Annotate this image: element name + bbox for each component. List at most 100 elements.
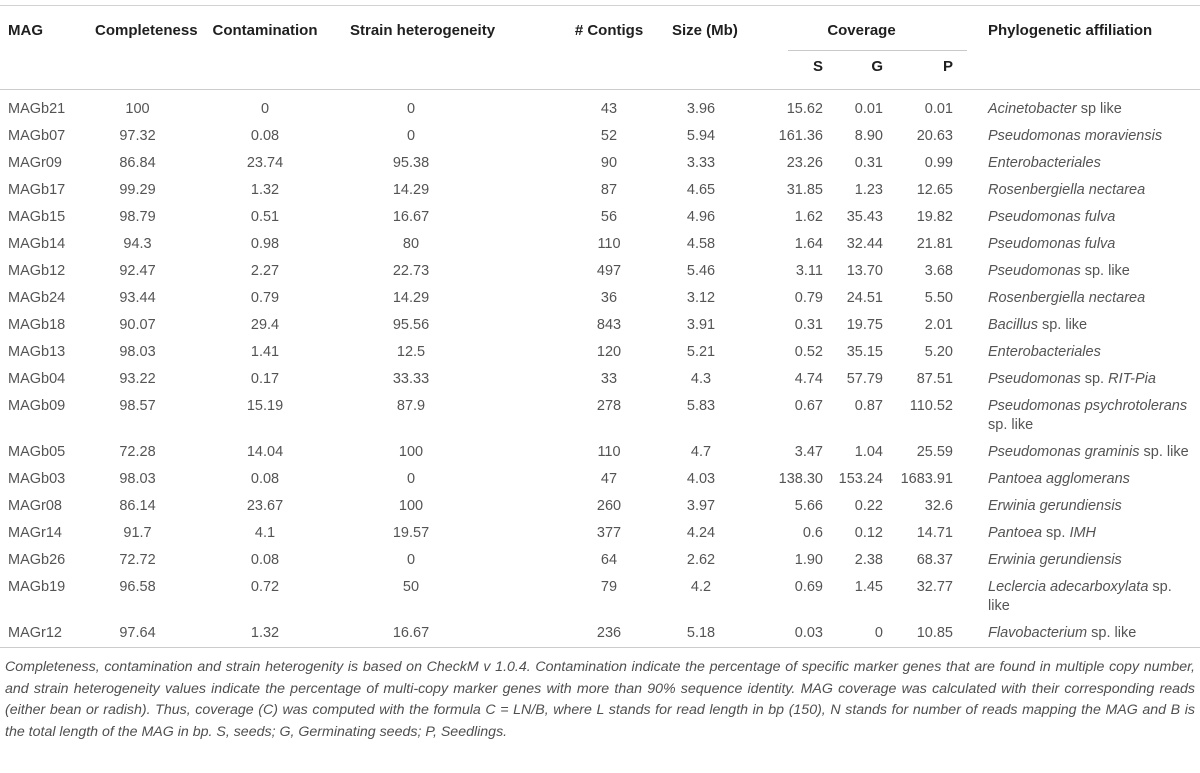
table-row: MAGb07 97.32 0.08 0 52 5.94 161.36 8.90 20.63 Pse…	[0, 123, 1200, 150]
column-header-strain-heterogeneity: Strain heterogeneity	[350, 22, 496, 39]
cell-coverage-p: 5.50	[924, 290, 953, 306]
cell-coverage-p: 5.20	[924, 344, 953, 360]
cell-contigs: 52	[600, 128, 618, 144]
cell-mag: MAGb09	[8, 398, 66, 414]
cell-spacer	[953, 547, 988, 574]
cell-contigs: 843	[596, 317, 622, 333]
cell-strain-heterogeneity: 33.33	[392, 371, 430, 387]
cell-coverage-s: 1.90	[794, 552, 823, 568]
cell-spacer	[953, 339, 988, 366]
table-row: MAGb18 90.07 29.4 95.56 843 3.91 0.31 19.75 2.01…	[0, 312, 1200, 339]
cell-spacer	[472, 339, 546, 366]
taxon-name-roman: sp. like	[1139, 444, 1189, 460]
cell-spacer	[472, 231, 546, 258]
cell-completeness: 99.29	[119, 182, 156, 198]
cell-coverage-s: 3.11	[795, 263, 823, 279]
cell-contigs: 90	[600, 155, 618, 171]
taxon-name-italic: Pseudomonas psychrotolerans	[988, 398, 1188, 414]
cell-spacer	[953, 285, 988, 312]
cell-spacer	[472, 123, 546, 150]
taxon-name-italic: Acinetobacter	[988, 101, 1077, 117]
taxon-name-roman: sp. like	[988, 417, 1034, 433]
cell-contamination: 0.72	[250, 579, 280, 595]
cell-contigs: 47	[600, 471, 618, 487]
cell-strain-heterogeneity: 0	[406, 471, 416, 487]
cell-coverage-g: 0.01	[854, 101, 883, 117]
column-header-contigs: # Contigs	[574, 22, 644, 39]
cell-size: 5.21	[686, 344, 716, 360]
header-spacer	[953, 6, 988, 56]
taxon-name-italic: Enterobacteriales	[988, 344, 1101, 360]
cell-mag: MAGb13	[8, 344, 66, 360]
cell-coverage-s: 15.62	[786, 101, 823, 117]
cell-coverage-p: 12.65	[916, 182, 953, 198]
cell-spacer	[953, 520, 988, 547]
table-row: MAGb03 98.03 0.08 0 47 4.03 138.30 153.24 1683.9…	[0, 466, 1200, 493]
cell-coverage-p: 1683.91	[900, 471, 953, 487]
cell-contamination: 1.32	[250, 625, 280, 641]
cell-completeness: 93.44	[119, 290, 156, 306]
cell-mag: MAGb21	[8, 101, 66, 117]
cell-completeness: 90.07	[119, 317, 156, 333]
cell-spacer	[472, 547, 546, 574]
cell-contamination: 0.79	[250, 290, 280, 306]
cell-phylogenetic-affiliation: Acinetobacter sp like	[988, 90, 1200, 124]
cell-mag: MAGr14	[8, 525, 62, 541]
cell-spacer	[472, 258, 546, 285]
cell-coverage-s: 23.26	[786, 155, 823, 171]
cell-coverage-s: 161.36	[778, 128, 823, 144]
cell-coverage-g: 1.45	[854, 579, 883, 595]
cell-mag: MAGb17	[8, 182, 66, 198]
coverage-underline	[788, 50, 967, 51]
cell-coverage-g: 0.12	[854, 525, 883, 541]
cell-coverage-p: 87.51	[916, 371, 953, 387]
cell-contamination: 0	[260, 101, 270, 117]
cell-strain-heterogeneity: 16.67	[392, 625, 430, 641]
taxon-name-italic: Pseudomonas	[988, 371, 1081, 387]
cell-size: 5.94	[686, 128, 716, 144]
cell-coverage-s: 1.64	[794, 236, 823, 252]
cell-contigs: 236	[596, 625, 622, 641]
cell-coverage-p: 14.71	[916, 525, 953, 541]
cell-coverage-g: 35.15	[846, 344, 883, 360]
cell-phylogenetic-affiliation: Flavobacterium sp. like	[988, 620, 1200, 648]
cell-phylogenetic-affiliation: Pseudomonas sp. like	[988, 258, 1200, 285]
cell-coverage-s: 1.62	[794, 209, 823, 225]
cell-coverage-g: 57.79	[846, 371, 883, 387]
cell-coverage-g: 0	[874, 625, 883, 641]
taxon-name-italic: Pantoea	[988, 525, 1043, 541]
taxon-name-italic: Flavobacterium	[988, 625, 1088, 641]
cell-size: 3.96	[686, 101, 716, 117]
cell-contamination: 23.67	[246, 498, 284, 514]
cell-phylogenetic-affiliation: Rosenbergiella nectarea	[988, 177, 1200, 204]
cell-contamination: 0.08	[250, 552, 280, 568]
cell-coverage-g: 1.04	[854, 444, 883, 460]
cell-coverage-p: 19.82	[916, 209, 953, 225]
cell-spacer	[953, 393, 988, 439]
table-row: MAGr14 91.7 4.1 19.57 377 4.24 0.6 0.12 14.71 Pan…	[0, 520, 1200, 547]
cell-contigs: 43	[600, 101, 618, 117]
cell-completeness: 86.14	[119, 498, 156, 514]
cell-spacer	[472, 90, 546, 124]
cell-spacer	[953, 574, 988, 620]
cell-contamination: 0.51	[250, 209, 280, 225]
cell-coverage-p: 2.01	[924, 317, 953, 333]
cell-strain-heterogeneity: 95.38	[392, 155, 430, 171]
column-header-mag: MAG	[8, 22, 43, 39]
table-row: MAGb12 92.47 2.27 22.73 497 5.46 3.11 13.70 3.68…	[0, 258, 1200, 285]
cell-coverage-g: 32.44	[846, 236, 883, 252]
cell-contamination: 0.98	[250, 236, 280, 252]
table-row: MAGb21 100 0 0 43 3.96 15.62 0.01 0.01 Acinetobac…	[0, 90, 1200, 124]
cell-coverage-s: 31.85	[786, 182, 823, 198]
cell-strain-heterogeneity: 50	[402, 579, 420, 595]
cell-size: 3.12	[686, 290, 716, 306]
cell-spacer	[472, 466, 546, 493]
cell-mag: MAGb03	[8, 471, 66, 487]
cell-phylogenetic-affiliation: Erwinia gerundiensis	[988, 493, 1200, 520]
cell-spacer	[953, 493, 988, 520]
cell-completeness: 92.47	[119, 263, 156, 279]
column-header-coverage-p: P	[883, 55, 953, 90]
cell-spacer	[953, 439, 988, 466]
cell-mag: MAGb24	[8, 290, 66, 306]
